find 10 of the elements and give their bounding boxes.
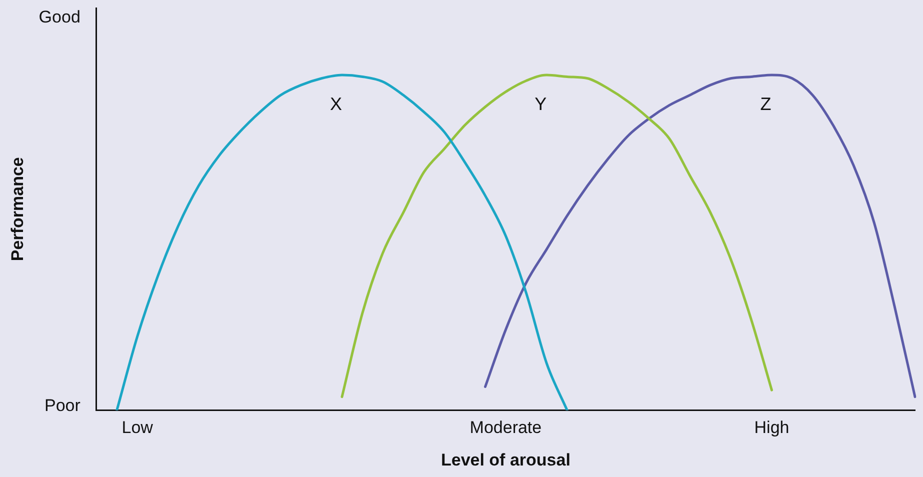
x-tick-label: Low xyxy=(122,418,154,438)
x-tick-label: Moderate xyxy=(470,418,542,438)
text: Poor xyxy=(44,396,81,415)
y-axis-title: Performance xyxy=(8,157,27,262)
series-label: Z xyxy=(760,94,772,114)
x-tick-label: High xyxy=(754,418,790,438)
series-label: X xyxy=(330,94,342,114)
text: Good xyxy=(38,8,80,27)
series-label: Y xyxy=(534,94,547,114)
x-axis-title: Level of arousal xyxy=(440,450,570,470)
